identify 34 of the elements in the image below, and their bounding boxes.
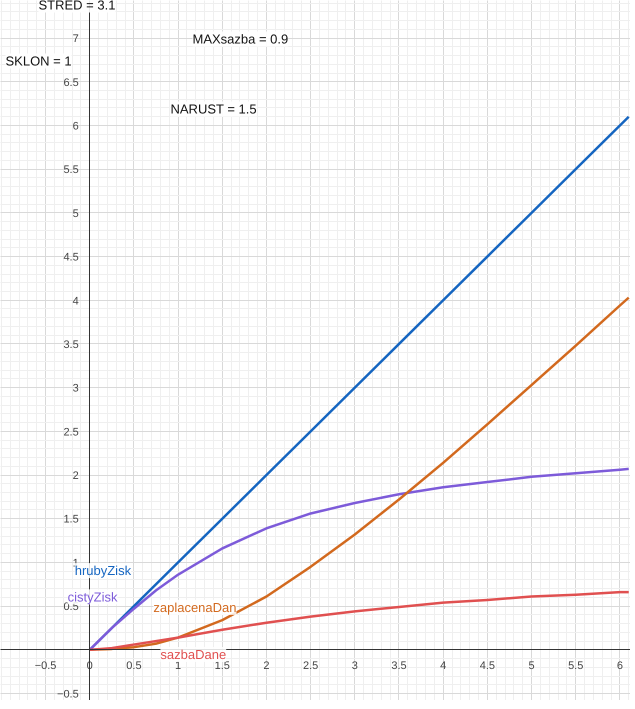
- annotation: STRED = 3.1: [38, 0, 116, 12]
- x-tick-label: 5.5: [568, 660, 584, 672]
- series-label: cistyZisk: [68, 589, 118, 604]
- annotation: SKLON = 1: [6, 54, 72, 68]
- y-tick-label: 2.5: [63, 426, 79, 438]
- x-tick-label: 3.5: [391, 660, 407, 672]
- series-label: sazbaDane: [160, 647, 226, 662]
- x-tick-label: 1.5: [214, 660, 230, 672]
- y-tick-label: 4.5: [63, 252, 79, 264]
- y-tick-label: 7: [72, 33, 79, 46]
- x-tick-label: −0.5: [34, 660, 56, 672]
- y-tick-label: 5.5: [63, 164, 79, 176]
- x-tick-label: 4: [440, 660, 446, 672]
- x-tick-label: 5: [528, 660, 535, 672]
- series-label: zaplacenaDan: [153, 600, 236, 615]
- annotation: NARUST = 1.5: [170, 102, 257, 116]
- x-tick-label: 0.5: [126, 660, 142, 672]
- x-tick-label: 2.5: [302, 660, 318, 672]
- y-tick-label: 4: [72, 295, 79, 308]
- x-tick-label: 2: [263, 660, 270, 672]
- annotation: MAXsazba = 0.9: [192, 32, 288, 46]
- y-tick-label: 2: [72, 470, 79, 482]
- series-label: hrubyZisk: [74, 563, 132, 578]
- y-tick-label: 6.5: [63, 76, 79, 89]
- y-tick-label: 6: [72, 120, 79, 132]
- x-tick-label: 6: [616, 660, 623, 672]
- x-tick-label: 3: [352, 660, 358, 672]
- x-tick-label: 1: [175, 660, 182, 672]
- y-tick-label: 1.5: [63, 514, 79, 526]
- y-tick-label: 3.5: [63, 338, 79, 351]
- y-tick-label: 3: [72, 382, 79, 395]
- y-tick-label: −0.5: [57, 688, 79, 701]
- x-tick-label: 4.5: [480, 660, 496, 672]
- y-tick-label: 5: [72, 208, 79, 220]
